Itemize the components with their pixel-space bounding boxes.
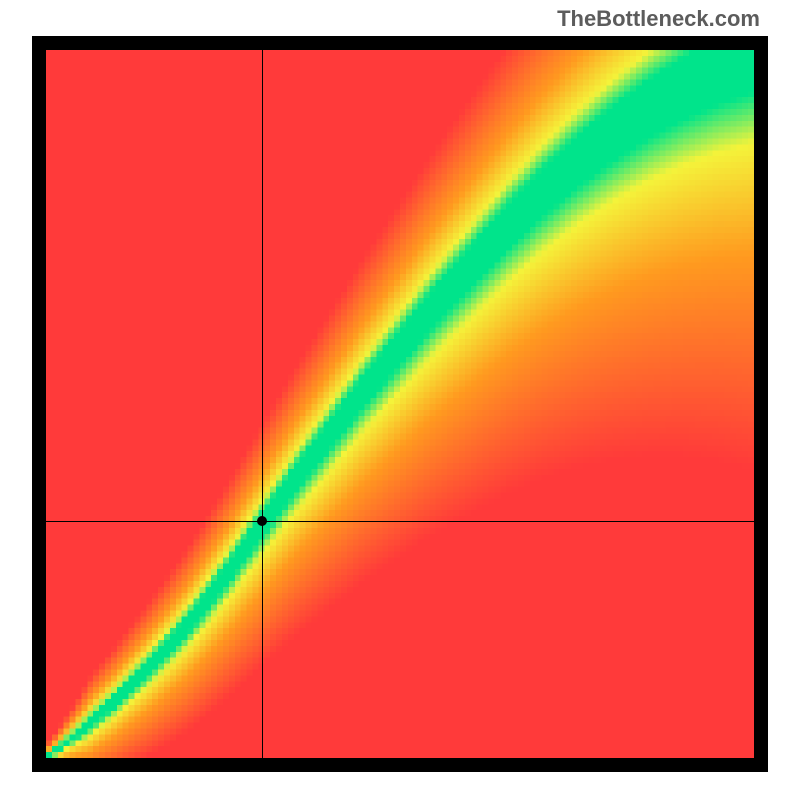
attribution-text: TheBottleneck.com	[557, 6, 760, 32]
chart-frame	[32, 36, 768, 772]
selection-marker	[257, 516, 267, 526]
heatmap-plot	[46, 50, 754, 758]
crosshair-horizontal	[46, 521, 754, 522]
heatmap-canvas	[46, 50, 754, 758]
crosshair-vertical	[262, 50, 263, 758]
